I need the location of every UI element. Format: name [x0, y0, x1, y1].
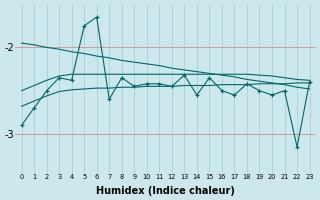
- X-axis label: Humidex (Indice chaleur): Humidex (Indice chaleur): [96, 186, 235, 196]
